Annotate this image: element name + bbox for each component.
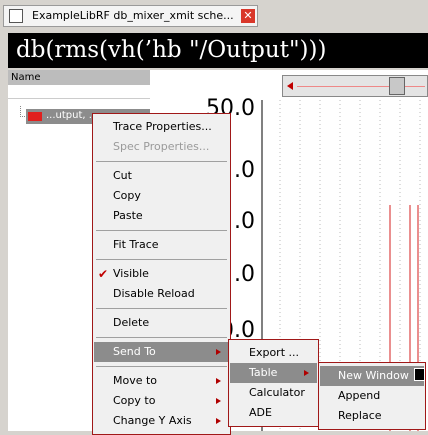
menu-separator — [94, 333, 229, 342]
context-menu: New Window Append Replace — [318, 362, 426, 430]
trace-name: ...utput, ... — [46, 110, 99, 121]
check-mark: ✔ — [98, 267, 109, 281]
menu-item[interactable]: Trace Properties... — [94, 117, 229, 137]
tree-line — [20, 106, 27, 117]
menu-item[interactable]: Table — [230, 363, 317, 383]
menu-item[interactable]: Fit Trace — [94, 235, 229, 255]
menu-item[interactable]: Copy to — [94, 391, 229, 411]
menu-separator — [94, 255, 229, 264]
tab-icon — [9, 9, 23, 23]
menu-separator — [94, 304, 229, 313]
tab[interactable]: ExampleLibRF db_mixer_xmit sche... ✕ — [3, 5, 258, 27]
y-tick-label: .0 — [234, 262, 255, 287]
menu-item[interactable]: Paste — [94, 206, 229, 226]
menu-item-label: Visible — [113, 267, 149, 280]
menu-item-label: Send To — [113, 345, 156, 358]
slider-marker — [287, 82, 293, 90]
submenu-arrow — [216, 398, 221, 404]
menu-item-label: Export ... — [249, 346, 299, 359]
menu-item[interactable]: Copy — [94, 186, 229, 206]
menu-item-label: ADE — [249, 406, 272, 419]
menu-item[interactable]: Replace — [320, 406, 424, 426]
trace-color — [28, 112, 42, 121]
zoom-slider[interactable] — [282, 75, 428, 97]
menu-item: Spec Properties... — [94, 137, 229, 157]
submenu-arrow — [304, 370, 309, 376]
slider-track — [297, 86, 425, 87]
slider-thumb[interactable] — [389, 77, 405, 95]
menu-item[interactable]: Disable Reload — [94, 284, 229, 304]
submenu-arrow — [216, 349, 221, 355]
menu-item-label: Calculator — [249, 386, 305, 399]
menu-item-label: Delete — [113, 316, 150, 329]
context-menu: Trace Properties... Spec Properties... Cut… — [92, 113, 231, 435]
menu-item-label: Change Y Axis — [113, 414, 192, 427]
expression-bar: db(rms(vh(’hb "/Output"))) — [8, 33, 428, 68]
cursor — [414, 368, 425, 381]
menu-item[interactable]: Export ... — [230, 343, 317, 363]
menu-item[interactable]: Send To — [94, 342, 229, 362]
menu-item-label: Cut — [113, 169, 132, 182]
menu-item[interactable]: Append — [320, 386, 424, 406]
menu-item-label: Replace — [338, 409, 382, 422]
submenu-arrow — [216, 418, 221, 424]
menu-item-label: Move to — [113, 374, 158, 387]
menu-item[interactable]: Visible ✔ — [94, 264, 229, 284]
menu-item-label: Spec Properties... — [113, 140, 210, 153]
menu-item-label: Trace Properties... — [113, 120, 212, 133]
menu-item[interactable]: New Window — [320, 366, 424, 386]
menu-item-label: Disable Reload — [113, 287, 195, 300]
menu-item-label: Append — [338, 389, 381, 402]
menu-item-label: New Window — [338, 369, 409, 382]
menu-separator — [94, 157, 229, 166]
menu-item-label: Table — [249, 366, 278, 379]
tab-close[interactable]: ✕ — [241, 9, 255, 23]
menu-item[interactable]: Change Y Axis — [94, 411, 229, 431]
menu-item-label: Copy to — [113, 394, 156, 407]
panel-header: Name — [8, 70, 150, 85]
y-tick-label: .0 — [234, 209, 255, 234]
submenu-arrow — [216, 378, 221, 384]
menu-item-label: Copy — [113, 189, 141, 202]
menu-item[interactable]: Calculator — [230, 383, 317, 403]
tab-title: ExampleLibRF db_mixer_xmit sche... — [32, 9, 234, 22]
y-tick-label: .0 — [234, 158, 255, 183]
menu-separator — [94, 226, 229, 235]
menu-item-label: Paste — [113, 209, 143, 222]
menu-separator — [94, 362, 229, 371]
scroll-bar[interactable] — [8, 88, 150, 99]
menu-item[interactable]: Delete — [94, 313, 229, 333]
menu-item[interactable]: ADE — [230, 403, 317, 423]
context-menu: Export ... Table Calculator ADE — [228, 339, 319, 427]
menu-item[interactable]: Cut — [94, 166, 229, 186]
expression: db(rms(vh(’hb "/Output"))) — [16, 37, 327, 63]
menu-item-label: Fit Trace — [113, 238, 159, 251]
menu-item[interactable]: Move to — [94, 371, 229, 391]
